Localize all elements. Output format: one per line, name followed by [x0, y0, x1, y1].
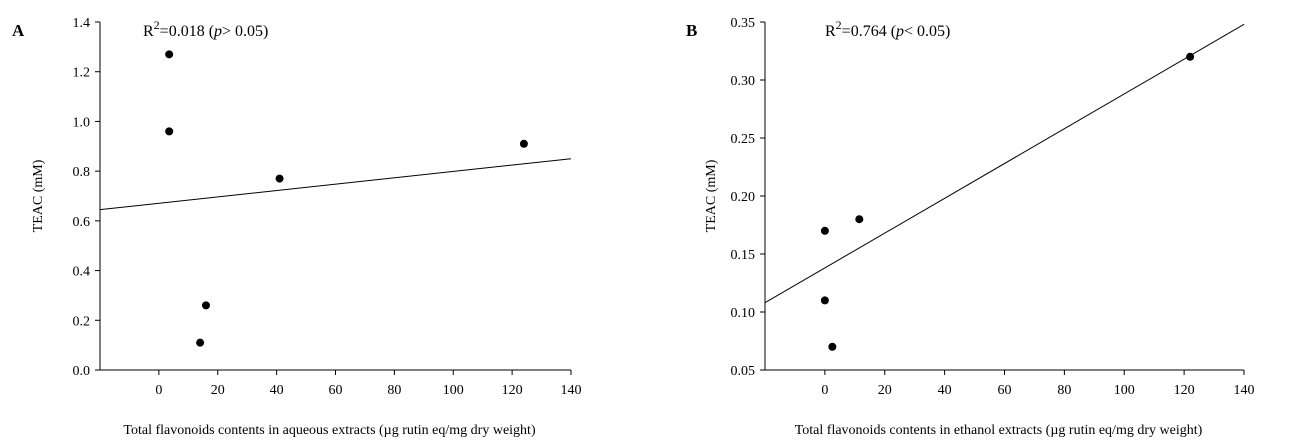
x-tick-label: 80 — [387, 383, 401, 398]
chart-panel-b: 0.05 0.10 0.15 0.20 0.25 0.30 0.35 0 20 40 60 80 100… — [686, 16, 1255, 438]
x-tick-label: 140 — [1234, 383, 1255, 398]
x-tick-label: 20 — [878, 383, 892, 398]
y-tick-label: 0.8 — [73, 165, 91, 180]
data-point — [519, 139, 528, 148]
panel-label: A — [12, 21, 25, 40]
x-tick-label: 120 — [1174, 383, 1195, 398]
data-point — [828, 342, 837, 351]
x-axis-label: Total flavonoids contents in aqueous ext… — [123, 423, 536, 438]
x-tick-label: 0 — [155, 383, 162, 398]
x-axis-label: Total flavonoids contents in ethanol ext… — [795, 423, 1203, 438]
data-point — [820, 226, 829, 235]
trendline — [764, 23, 1245, 304]
data-point — [165, 50, 174, 59]
y-axis-label: TEAC (mM) — [31, 159, 46, 232]
data-point — [275, 174, 284, 183]
panel-label: B — [686, 21, 697, 40]
y-tick-label: 1.4 — [73, 16, 91, 31]
data-point — [820, 296, 829, 305]
y-tick-label: 0.2 — [73, 314, 91, 329]
y-tick-label: 0.10 — [731, 306, 756, 321]
y-tick-label: 0.25 — [731, 132, 756, 147]
data-point — [855, 215, 864, 224]
data-point — [1186, 52, 1195, 61]
x-tick-label: 120 — [502, 383, 523, 398]
x-tick-label: 80 — [1057, 383, 1071, 398]
y-tick-label: 0.20 — [731, 190, 756, 205]
y-axis-label: TEAC (mM) — [704, 159, 719, 232]
y-tick-label: 0.4 — [73, 265, 91, 280]
trendline — [99, 158, 572, 211]
x-tick-label: 60 — [998, 383, 1012, 398]
x-tick-label: 140 — [561, 383, 582, 398]
y-tick-label: 0.15 — [731, 248, 756, 263]
data-point — [196, 338, 205, 347]
y-tick-label: 0.6 — [73, 215, 91, 230]
y-tick-label: 1.2 — [73, 66, 91, 81]
x-tick-label: 0 — [821, 383, 828, 398]
y-tick-label: 0.0 — [73, 364, 91, 379]
r-squared-annotation: R2=0.764 (p< 0.05) — [825, 18, 950, 40]
x-tick-label: 100 — [1114, 383, 1135, 398]
x-tick-label: 100 — [443, 383, 464, 398]
x-tick-label: 40 — [938, 383, 952, 398]
x-tick-label: 60 — [329, 383, 343, 398]
chart-panel-a: 0.0 0.2 0.4 0.6 0.8 1.0 1.2 1.4 0 20 40 60 80 100 120 1… — [12, 16, 582, 438]
data-point — [201, 301, 210, 310]
y-tick-label: 0.05 — [731, 364, 756, 379]
x-tick-label: 40 — [270, 383, 284, 398]
y-tick-label: 1.0 — [73, 115, 91, 130]
data-point — [165, 127, 174, 136]
y-tick-label: 0.30 — [731, 74, 756, 89]
x-tick-label: 20 — [211, 383, 225, 398]
r-squared-annotation: R2=0.018 (p> 0.05) — [143, 18, 268, 40]
y-tick-label: 0.35 — [731, 16, 756, 31]
